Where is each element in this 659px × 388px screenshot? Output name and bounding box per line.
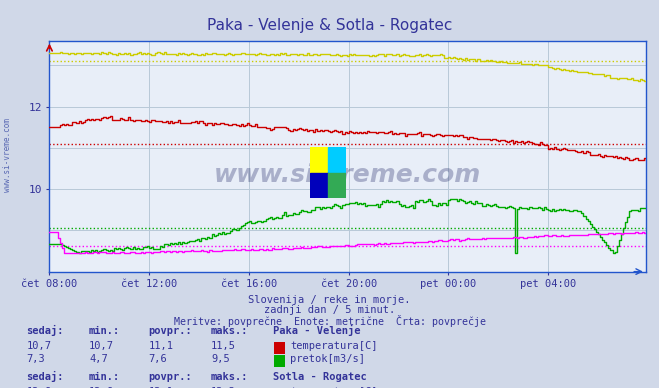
- Text: 7,6: 7,6: [148, 354, 167, 364]
- Bar: [310, 173, 328, 198]
- Text: Meritve: povprečne  Enote: metrične  Črta: povprečje: Meritve: povprečne Enote: metrične Črta:…: [173, 315, 486, 327]
- Text: 11,1: 11,1: [148, 341, 173, 351]
- Text: maks.:: maks.:: [211, 326, 248, 336]
- Text: 11,5: 11,5: [211, 341, 236, 351]
- Text: sedaj:: sedaj:: [26, 371, 64, 382]
- Text: sedaj:: sedaj:: [26, 326, 64, 336]
- Text: Slovenija / reke in morje.: Slovenija / reke in morje.: [248, 294, 411, 305]
- Text: min.:: min.:: [89, 372, 120, 382]
- Text: min.:: min.:: [89, 326, 120, 336]
- Bar: [328, 147, 346, 173]
- Text: Sotla - Rogatec: Sotla - Rogatec: [273, 372, 367, 382]
- Text: 10,7: 10,7: [89, 341, 114, 351]
- Text: povpr.:: povpr.:: [148, 372, 192, 382]
- Text: 7,3: 7,3: [26, 354, 45, 364]
- Text: pretok[m3/s]: pretok[m3/s]: [290, 354, 365, 364]
- Text: Paka - Velenje: Paka - Velenje: [273, 326, 361, 336]
- Text: temperatura[C]: temperatura[C]: [290, 387, 378, 388]
- Text: maks.:: maks.:: [211, 372, 248, 382]
- Bar: [328, 173, 346, 198]
- Text: 10,7: 10,7: [26, 341, 51, 351]
- Text: Paka - Velenje & Sotla - Rogatec: Paka - Velenje & Sotla - Rogatec: [207, 18, 452, 33]
- Text: 13,3: 13,3: [211, 387, 236, 388]
- Text: 4,7: 4,7: [89, 354, 107, 364]
- Text: 13,1: 13,1: [148, 387, 173, 388]
- Text: www.si-vreme.com: www.si-vreme.com: [3, 118, 13, 192]
- Text: 9,5: 9,5: [211, 354, 229, 364]
- Text: zadnji dan / 5 minut.: zadnji dan / 5 minut.: [264, 305, 395, 315]
- Text: www.si-vreme.com: www.si-vreme.com: [214, 163, 481, 187]
- Text: povpr.:: povpr.:: [148, 326, 192, 336]
- Text: 12,6: 12,6: [26, 387, 51, 388]
- Bar: [310, 147, 328, 173]
- Text: 12,6: 12,6: [89, 387, 114, 388]
- Text: temperatura[C]: temperatura[C]: [290, 341, 378, 351]
